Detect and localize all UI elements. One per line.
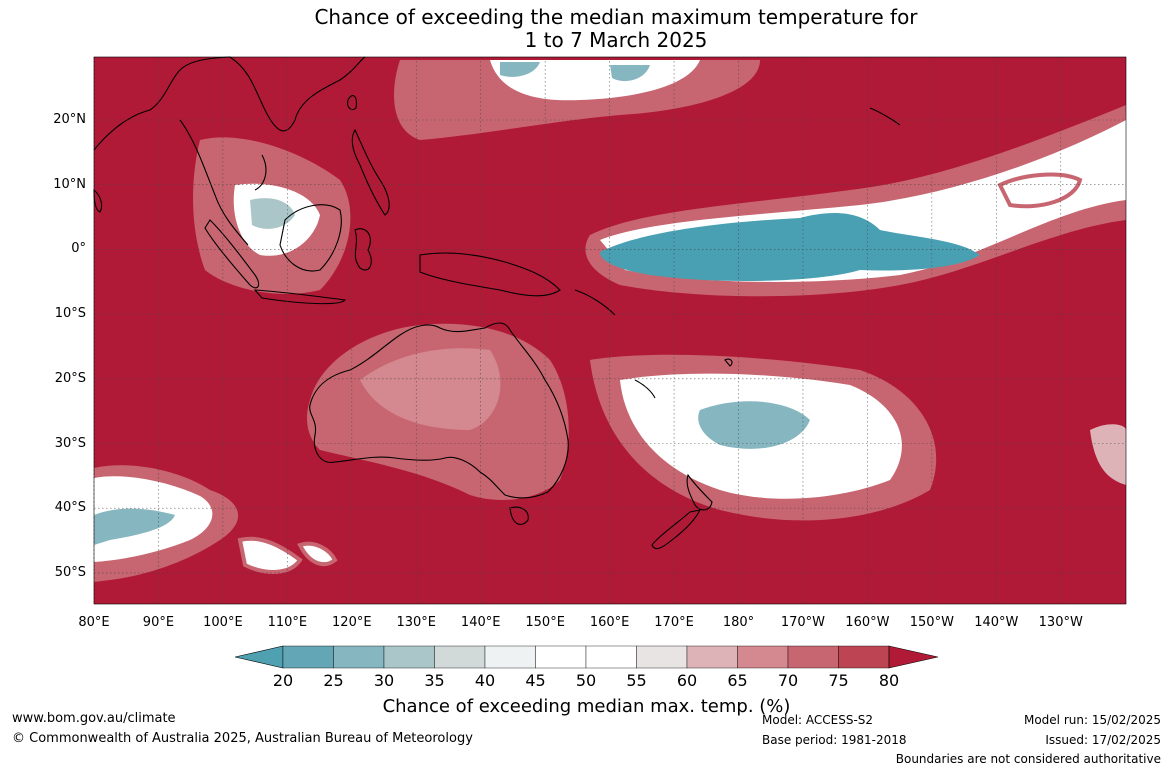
longitude-label: 150°W <box>909 615 954 630</box>
coast-tasmania <box>509 506 529 526</box>
map-title-line-1: Chance of exceeding the median maximum t… <box>314 5 918 29</box>
colorbar-tick-label: 60 <box>676 671 698 690</box>
latitude-label: 10°N <box>53 176 86 192</box>
footer-issued: Issued: 17/02/2025 <box>1045 733 1161 747</box>
map-background-high-chance <box>94 57 1126 604</box>
colorbar-under-arrow <box>234 645 284 669</box>
colorbar-tick-label: 65 <box>727 671 748 690</box>
footer-boundaries-note: Boundaries are not considered authoritat… <box>895 752 1161 766</box>
colorbar-tick-label: 40 <box>474 671 496 690</box>
colorbar-segment <box>838 645 890 669</box>
coast-new-caledonia <box>634 379 656 399</box>
colorbar-segment <box>787 645 839 669</box>
colorbar-tick-label: 30 <box>373 671 395 690</box>
colorbar-segment <box>585 645 637 669</box>
colorbar-tick-label: 50 <box>575 671 597 690</box>
colorbar-tick-label: 35 <box>424 671 445 690</box>
colorbar-tick-label: 80 <box>878 671 900 690</box>
coast-borneo <box>279 204 342 272</box>
coast-sumatra <box>204 219 260 289</box>
colorbar-tick-label: 75 <box>828 671 849 690</box>
footer-model: Model: ACCESS-S2 <box>762 713 874 727</box>
region-north-pacific-blue <box>500 62 650 82</box>
coast-java <box>253 289 347 305</box>
latitude-label: 30°S <box>54 435 86 451</box>
colorbar-segment <box>737 645 789 669</box>
coast-new-zealand-south <box>651 509 701 550</box>
colorbar <box>234 645 939 669</box>
longitude-label: 100°E <box>203 615 243 630</box>
longitude-label: 110°E <box>267 615 308 630</box>
latitude-label: 20°S <box>54 370 86 386</box>
footer-website[interactable]: www.bom.gov.au/climate <box>12 711 176 726</box>
footer-model-run: Model run: 15/02/2025 <box>1023 713 1161 727</box>
colorbar-over-arrow <box>888 645 939 669</box>
coast-taiwan <box>347 95 357 111</box>
longitude-label: 90°E <box>142 615 175 630</box>
map-border <box>93 56 1127 605</box>
latitude-label: 50°S <box>54 564 86 580</box>
colorbar-tick-label: 55 <box>626 671 647 690</box>
longitude-label: 160°W <box>845 615 890 630</box>
colorbar-segment <box>333 645 385 669</box>
coast-sulawesi <box>354 228 372 271</box>
longitude-label: 130°W <box>1038 615 1083 630</box>
coast-new-zealand-north <box>686 473 713 511</box>
latitude-label: 10°S <box>54 306 86 322</box>
land-coastlines <box>93 56 901 550</box>
longitude-label: 140°W <box>974 615 1019 630</box>
longitude-label: 160°E <box>589 615 630 630</box>
latitude-label: 40°S <box>54 500 86 516</box>
colorbar-label: Chance of exceeding median max. temp. (%… <box>382 696 791 717</box>
coast-hawaii <box>869 107 901 126</box>
longitude-label: 130°E <box>396 615 437 630</box>
region-small-patches <box>237 172 1083 574</box>
coast-west-edge <box>93 188 103 213</box>
region-south-pacific-blue <box>698 401 810 449</box>
colorbar-segment <box>434 645 486 669</box>
colorbar-segment <box>282 645 334 669</box>
colorbar-tick-label: 20 <box>272 671 294 690</box>
longitude-label: 120°E <box>332 615 372 630</box>
region-east-edge <box>1090 424 1126 485</box>
latitude-label: 0° <box>71 241 86 257</box>
colorbar-segment <box>636 645 688 669</box>
region-equatorial-pacific-blue <box>600 213 980 282</box>
colorbar-tick-label: 25 <box>323 671 344 690</box>
colorbar-segment <box>484 645 536 669</box>
region-australia-interior-light <box>360 348 501 430</box>
colorbar-segment <box>686 645 738 669</box>
colorbar-segment <box>383 645 435 669</box>
colorbar-tick-label: 45 <box>525 671 546 690</box>
colorbar-tick-label: 70 <box>777 671 799 690</box>
region-south-china-sea-blue <box>250 198 295 229</box>
coast-fiji <box>724 358 733 367</box>
region-southern-indian-ocean-blue <box>94 508 175 545</box>
colorbar-segment <box>535 645 587 669</box>
near-median-anomaly-regions <box>94 60 1126 582</box>
coast-australia <box>309 322 569 499</box>
map-title-line-2: 1 to 7 March 2025 <box>524 28 708 52</box>
coast-philippines <box>351 128 390 216</box>
coast-solomon-islands <box>574 289 616 316</box>
footer-base-period: Base period: 1981-2018 <box>762 733 907 747</box>
longitude-label: 80°E <box>78 615 110 630</box>
longitude-label: 170°E <box>654 615 694 630</box>
latitude-label: 20°N <box>53 112 86 127</box>
longitude-label: 170°W <box>780 615 826 630</box>
longitude-label: 150°E <box>525 615 565 630</box>
longitude-label: 180° <box>722 615 755 630</box>
longitude-label: 140°E <box>460 615 501 630</box>
coast-new-guinea <box>419 252 561 297</box>
map-frame <box>93 56 1126 604</box>
footer-copyright: © Commonwealth of Australia 2025, Austra… <box>12 731 473 746</box>
